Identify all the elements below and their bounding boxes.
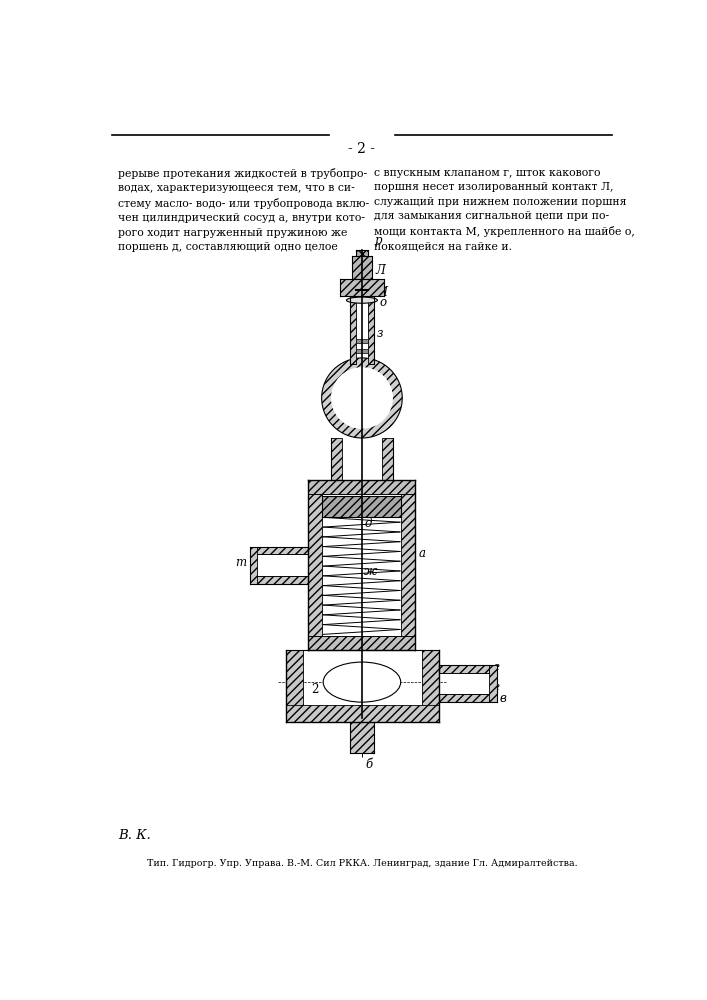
- Polygon shape: [308, 480, 322, 650]
- Polygon shape: [286, 705, 438, 722]
- Text: и: и: [375, 367, 382, 380]
- Polygon shape: [438, 694, 489, 702]
- Polygon shape: [308, 480, 416, 494]
- Polygon shape: [250, 576, 308, 584]
- Text: т: т: [235, 556, 247, 569]
- Text: - 2 -: - 2 -: [349, 142, 375, 156]
- Polygon shape: [368, 296, 374, 364]
- Polygon shape: [308, 636, 416, 650]
- Text: ж: ж: [364, 565, 378, 578]
- Text: Л: Л: [375, 264, 385, 277]
- Ellipse shape: [346, 297, 378, 303]
- Text: с впускным клапаном г, шток какового
поршня несет изолированный контакт Л,
служа: с впускным клапаном г, шток какового пор…: [373, 168, 634, 251]
- Polygon shape: [402, 480, 416, 650]
- Bar: [356, 349, 368, 353]
- Polygon shape: [322, 496, 402, 517]
- Text: М: М: [375, 286, 387, 299]
- Text: е: е: [493, 681, 500, 694]
- Text: б: б: [366, 758, 373, 771]
- Text: 2: 2: [312, 683, 319, 696]
- Text: рерыве протекания жидкостей в трубопро-
водах, характеризующееся тем, что в си-
: рерыве протекания жидкостей в трубопро- …: [118, 168, 369, 252]
- Polygon shape: [250, 547, 257, 584]
- Text: е: е: [493, 661, 500, 674]
- Polygon shape: [286, 650, 303, 722]
- Polygon shape: [382, 438, 393, 480]
- Polygon shape: [489, 665, 497, 702]
- Text: а: а: [419, 547, 426, 560]
- Ellipse shape: [323, 662, 401, 702]
- Polygon shape: [352, 256, 372, 279]
- Text: з: з: [377, 327, 383, 340]
- Polygon shape: [331, 438, 341, 480]
- Text: в: в: [500, 692, 507, 705]
- Text: о: о: [379, 296, 386, 309]
- Text: р: р: [374, 234, 382, 247]
- Polygon shape: [250, 547, 308, 554]
- Polygon shape: [351, 722, 373, 753]
- Polygon shape: [421, 650, 438, 722]
- Polygon shape: [438, 665, 489, 673]
- Polygon shape: [349, 296, 356, 364]
- Text: В. К.: В. К.: [118, 829, 151, 842]
- Bar: [356, 339, 368, 343]
- Ellipse shape: [331, 367, 393, 429]
- Ellipse shape: [322, 358, 402, 438]
- Polygon shape: [356, 250, 368, 256]
- Text: д: д: [364, 517, 372, 530]
- Text: Тип. Гидрогр. Упр. Управа. В.-М. Сил РККА. Ленинград, здание Гл. Адмиралтейства.: Тип. Гидрогр. Упр. Управа. В.-М. Сил РКК…: [146, 859, 577, 868]
- Polygon shape: [340, 279, 384, 296]
